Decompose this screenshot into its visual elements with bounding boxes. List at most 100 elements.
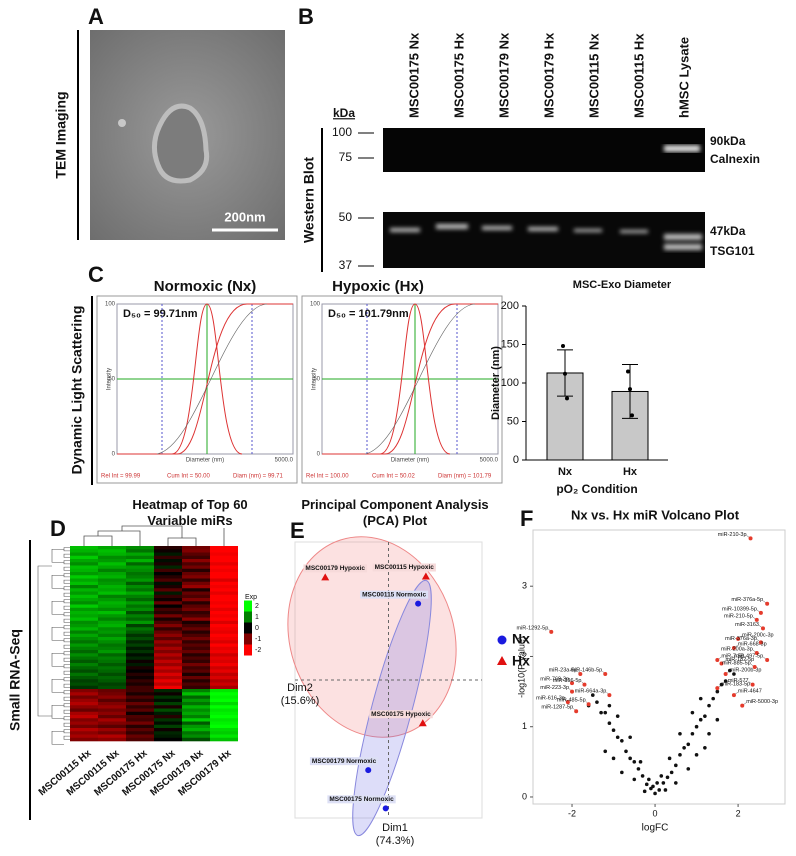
heat-cell [126, 698, 154, 703]
legend-swatch [244, 611, 252, 623]
heat-cell [182, 627, 210, 631]
lane-label: MSC00179 Hx [541, 32, 556, 118]
heat-cell [154, 679, 182, 683]
data-point [628, 387, 632, 392]
dls-xlabel: Diameter (nm) [391, 458, 429, 464]
dls-stat: Cum Int = 50.02 [372, 474, 416, 480]
heat-cell [70, 685, 98, 690]
heat-cell [210, 594, 238, 599]
point-label: miR-183-5p [721, 682, 750, 688]
highlight-point [565, 700, 570, 705]
panel-label: B [298, 4, 314, 29]
heat-cell [182, 568, 210, 573]
data-point [707, 703, 711, 708]
heat-cell [154, 552, 182, 557]
heat-cell [154, 627, 182, 631]
heat-cell [126, 565, 154, 570]
dls-cum [117, 303, 293, 455]
highlight-point [748, 536, 753, 541]
dls-xlabel: Diameter (nm) [186, 458, 224, 464]
data-point [723, 679, 728, 683]
data-point [698, 696, 703, 701]
heat-cell [126, 659, 154, 664]
heat-cell [70, 737, 98, 742]
point-label: miR-5000-3p [746, 699, 778, 705]
heat-cell [154, 611, 182, 615]
heat-cell [126, 546, 154, 550]
heat-cell [182, 692, 210, 696]
heat-cell [210, 689, 238, 693]
lane-label: MSC00115 Hx [631, 33, 646, 118]
dls-ytick: 0 [112, 452, 116, 458]
heat-cell [98, 669, 126, 674]
heat-cell [182, 555, 210, 560]
side-label: Small RNA-Seq [7, 629, 23, 731]
heat-cell [70, 617, 98, 622]
label-line: (15.6%) [281, 695, 320, 707]
heat-cell [182, 685, 210, 690]
highlight-point [715, 686, 720, 691]
heat-cell [126, 711, 154, 716]
heat-cell [98, 559, 126, 563]
point-label: miR-223-3p [540, 685, 569, 691]
scale-label: 200nm [224, 209, 265, 224]
heat-cell [154, 575, 182, 579]
dls-dist [171, 303, 243, 455]
heat-cell [182, 737, 210, 742]
point-label: miR-577 [728, 678, 749, 684]
heat-cell [98, 708, 126, 713]
heat-cell [154, 630, 182, 635]
point-label-bg [309, 757, 379, 766]
data-point [703, 714, 707, 718]
heat-cell [210, 637, 238, 641]
heat-cell [182, 611, 210, 615]
heat-cell [70, 572, 98, 576]
data-point [647, 777, 651, 782]
data-point [636, 767, 641, 771]
heat-cell [126, 555, 154, 560]
heat-cell [154, 659, 182, 664]
heat-cell [154, 594, 182, 599]
blot [383, 212, 705, 268]
heat-cell [210, 643, 238, 648]
heat-cell [70, 708, 98, 713]
data-point [561, 344, 565, 349]
heat-cell [70, 552, 98, 557]
heat-cell [98, 614, 126, 618]
heat-cell [182, 702, 210, 706]
data-point [620, 738, 624, 743]
heat-cell [126, 650, 154, 654]
heat-cell [182, 578, 210, 583]
heat-cell [70, 611, 98, 615]
heat-cell [154, 728, 182, 732]
heat-cell [210, 646, 238, 651]
heat-cell [210, 555, 238, 560]
heat-cell [126, 568, 154, 573]
heat-cell [70, 633, 98, 638]
heat-cell [98, 640, 126, 644]
heat-cell [182, 559, 210, 563]
heat-cell [182, 724, 210, 729]
heat-cell [210, 711, 238, 716]
heat-cell [210, 650, 238, 654]
heat-cell [126, 562, 154, 566]
heat-cell [98, 575, 126, 579]
heat-cell [210, 568, 238, 573]
heat-cell [126, 643, 154, 648]
dls-stat: Rel Int = 99.99 [101, 474, 141, 480]
heat-cell [126, 572, 154, 576]
heat-cell [182, 585, 210, 589]
heat-cell [98, 695, 126, 700]
point-label-bg [303, 564, 368, 573]
data-point [603, 749, 608, 754]
heat-cell [154, 676, 182, 680]
heat-cell [182, 552, 210, 557]
heat-cell [70, 695, 98, 700]
data-point [611, 728, 616, 733]
heat-cell [182, 614, 210, 618]
x-tick-label: Hx [623, 466, 638, 478]
point-label: miR-296-5p [553, 678, 582, 684]
heat-cell [70, 734, 98, 739]
highlight-point [570, 681, 575, 686]
point-label: miR-616-3p [536, 696, 565, 702]
